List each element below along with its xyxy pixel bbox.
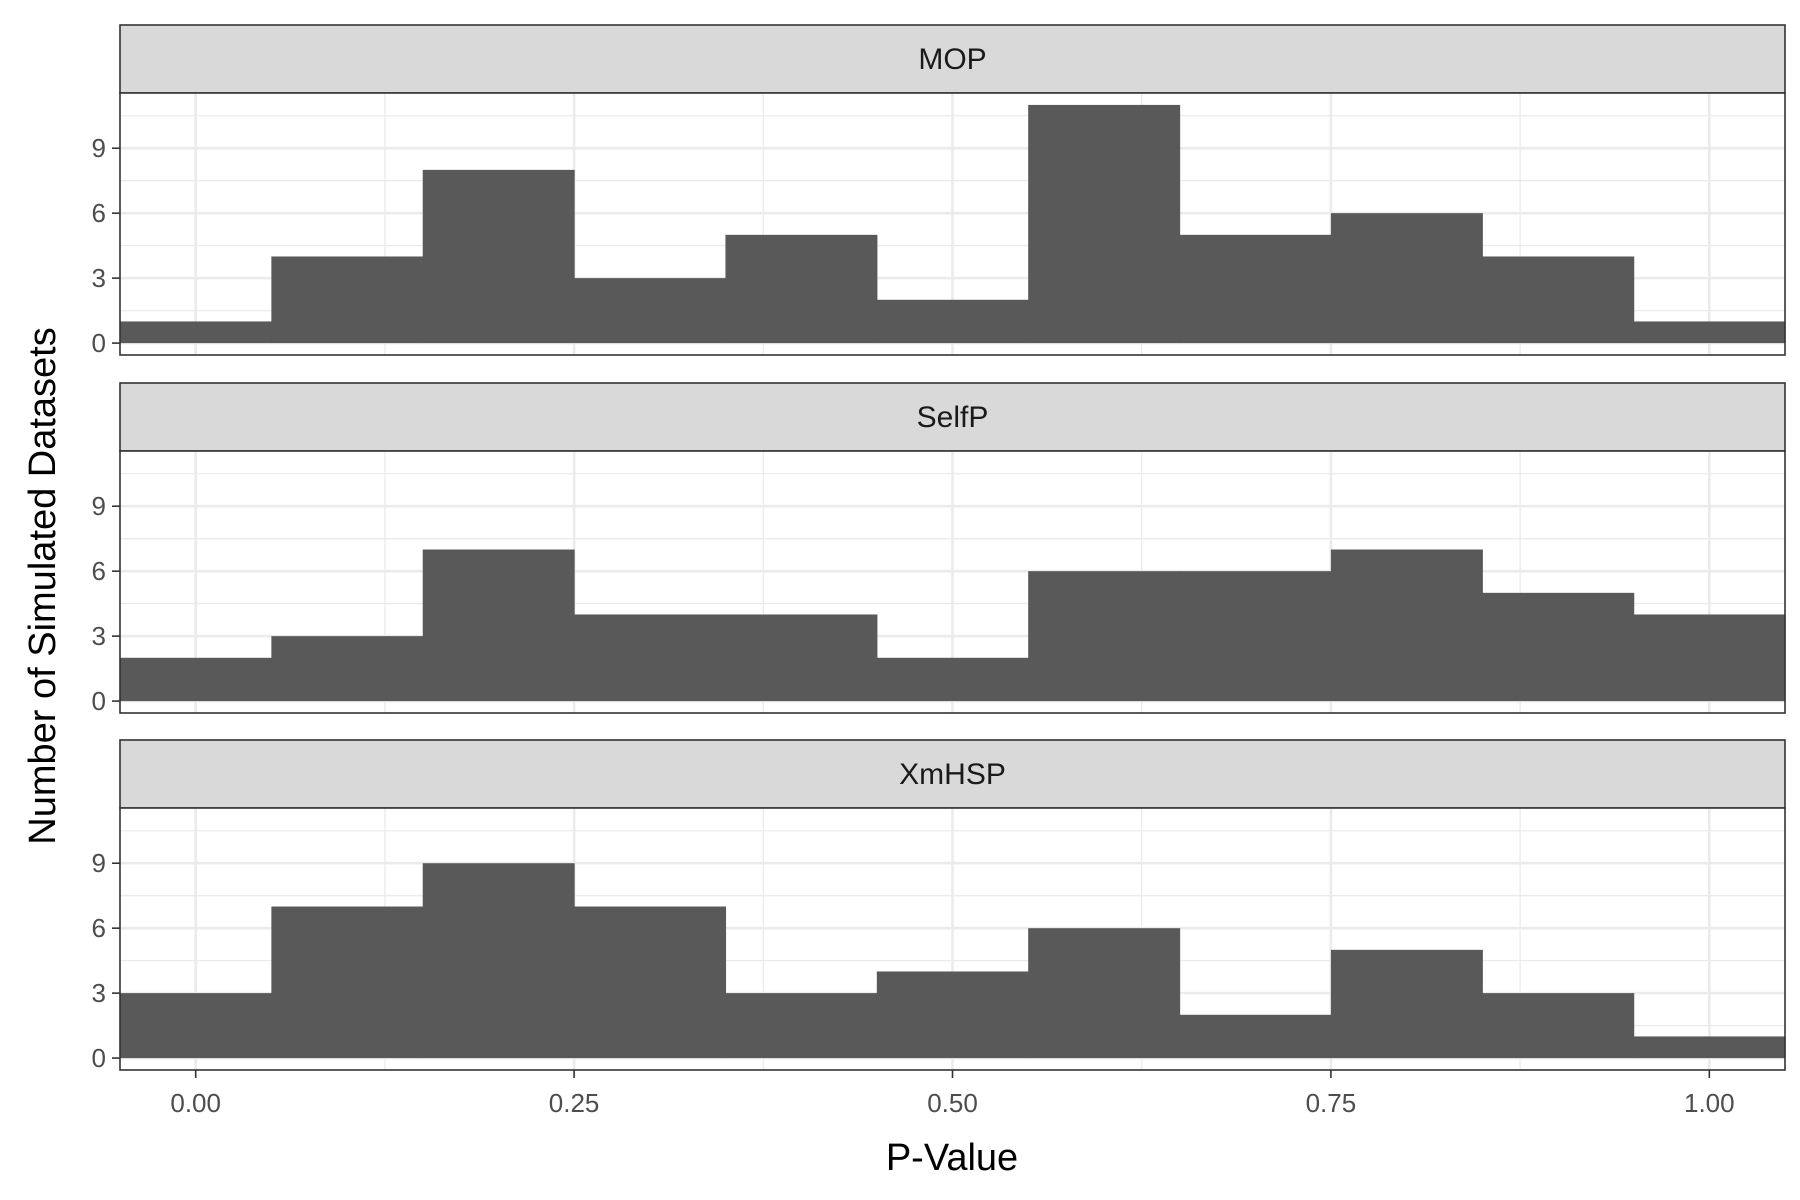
x-tick-label: 0.25 [549,1088,600,1118]
histogram-bar [1179,1014,1332,1059]
y-tick-label: 0 [92,1043,106,1073]
histogram-bar [1633,1036,1786,1059]
facet-label: SelfP [917,401,989,434]
histogram-bar [1633,321,1786,344]
histogram-bar [574,278,727,344]
histogram-bar [1179,571,1332,702]
histogram-bar [1179,234,1332,344]
histogram-bar [271,256,424,344]
y-tick-label: 9 [92,491,106,521]
y-tick-label: 9 [92,848,106,878]
y-tick-label: 3 [92,978,106,1008]
x-tick-label: 1.00 [1684,1088,1735,1118]
y-tick-label: 0 [92,686,106,716]
x-tick-label: 0.75 [1306,1088,1357,1118]
facet-panels: MOP 0 3 6 9 SelfP 0 3 6 9 XmHSP 0 3 6 9 0.00 0.25 0.50 0.7… [92,24,1786,1118]
histogram-bar [725,614,878,702]
histogram-bar [1482,256,1635,344]
facet-strip [119,739,1786,809]
histogram-bar [574,906,727,1059]
y-axis-title: Number of Simulated Datasets [22,327,64,844]
y-tick-label: 6 [92,556,106,586]
histogram-bar [1633,614,1786,702]
histogram-bar [422,169,575,344]
facet-strip [119,382,1786,452]
histogram-bar [120,657,272,702]
y-tick-label: 3 [92,263,106,293]
histogram-bar [1028,571,1181,702]
y-tick-label: 6 [92,913,106,943]
histogram-bar [120,321,272,344]
histogram-bar [271,906,424,1059]
x-tick-label: 0.00 [170,1088,221,1118]
histogram-bar [725,993,878,1059]
x-axis-title: P-Value [886,1137,1018,1179]
panel-border [119,92,1786,356]
facet-strip [119,24,1786,94]
facet-mop: MOP 0 3 6 9 [92,24,1786,358]
panel-border [119,450,1786,714]
histogram-bar [1028,104,1181,344]
facet-label: XmHSP [899,758,1006,791]
histogram-bar [876,299,1029,344]
y-tick-label: 3 [92,621,106,651]
histogram-bar [1330,213,1483,344]
histogram-bar [422,549,575,702]
histogram-bar [725,234,878,344]
histogram-bar [120,993,272,1059]
histogram-bar [1330,949,1483,1059]
histogram-bar [422,863,575,1059]
facet-selfp: SelfP 0 3 6 9 [92,382,1786,716]
histogram-bar [1330,549,1483,702]
histogram-bar [574,614,727,702]
y-tick-label: 6 [92,198,106,228]
y-tick-label: 9 [92,133,106,163]
facet-xmhsp: XmHSP 0 3 6 9 0.00 0.25 0.50 0.75 1.00 [92,739,1786,1118]
histogram-bar [1028,928,1181,1059]
histogram-bar [876,657,1029,702]
facet-label: MOP [918,43,986,76]
histogram-bar [1482,592,1635,702]
x-tick-label: 0.50 [927,1088,978,1118]
histogram-bar [1482,993,1635,1059]
histogram-bar [876,971,1029,1059]
histogram-bar [271,636,424,702]
y-tick-label: 0 [92,328,106,358]
